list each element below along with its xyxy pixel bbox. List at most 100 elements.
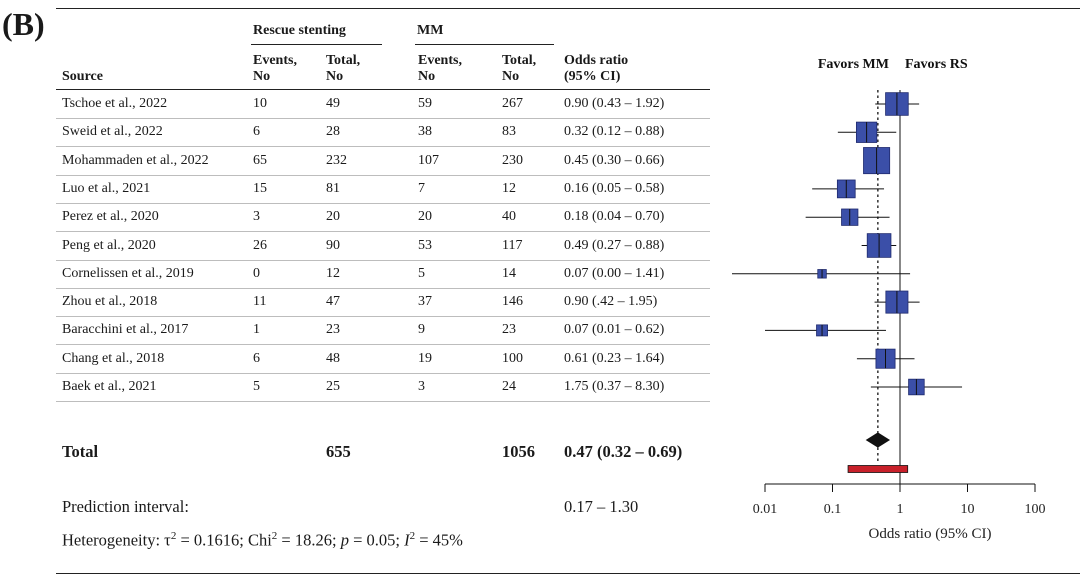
col-header-odds-ratio-line1: Odds ratio: [564, 53, 629, 68]
cell-mm-total: 100: [502, 350, 523, 366]
row-rule: [56, 146, 710, 148]
p-symbol: p: [340, 530, 349, 550]
group-underline-rescue-stenting: [251, 44, 382, 45]
total-odds-ratio: 0.47 (0.32 – 0.69): [564, 442, 683, 461]
cell-mm-total: 230: [502, 152, 523, 168]
cell-odds-ratio: 0.49 (0.27 – 0.88): [564, 237, 665, 253]
row-rule: [56, 401, 710, 402]
cell-mm-events: 19: [418, 350, 432, 366]
x-tick-label: 0.01: [753, 502, 778, 517]
cell-odds-ratio: 0.07 (0.00 – 1.41): [564, 265, 665, 281]
row-rule: [56, 174, 710, 176]
col-header-rs-events: Events, No: [253, 53, 297, 85]
cell-mm-events: 38: [418, 124, 432, 140]
cell-mm-events: 37: [418, 294, 432, 310]
total-label: Total: [62, 442, 99, 461]
cell-source: Perez et al., 2020: [62, 209, 159, 225]
cell-mm-events: 5: [418, 265, 425, 281]
cell-source: Sweid et al., 2022: [62, 124, 163, 140]
cell-odds-ratio: 0.45 (0.30 – 0.66): [564, 152, 665, 168]
col-header-mm-events-line2: No: [418, 69, 436, 84]
cell-mm-total: 83: [502, 124, 516, 140]
cell-rs-events: 11: [253, 294, 267, 310]
cell-rs-events: 3: [253, 209, 260, 225]
cell-mm-total: 14: [502, 265, 516, 281]
cell-source: Tschoe et al., 2022: [62, 96, 168, 111]
cell-odds-ratio: 0.16 (0.05 – 0.58): [564, 180, 665, 196]
prediction-label: Prediction interval:: [62, 497, 189, 516]
cell-rs-events: 5: [253, 379, 260, 394]
row-rule: [56, 344, 710, 346]
chi-sup: 2: [271, 530, 278, 542]
cell-odds-ratio: 0.61 (0.23 – 1.64): [564, 350, 665, 366]
cell-mm-events: 20: [418, 209, 432, 225]
col-header-mm-total: Total, No: [502, 53, 536, 85]
cell-rs-total: 48: [326, 350, 340, 366]
chi-value: = 18.26;: [277, 530, 341, 550]
cell-rs-events: 10: [253, 96, 267, 111]
panel-label: (B): [2, 6, 45, 42]
cell-mm-total: 40: [502, 209, 516, 225]
cell-mm-events: 59: [418, 96, 432, 111]
cell-rs-events: 0: [253, 265, 260, 281]
x-axis-label: Odds ratio (95% CI): [869, 526, 992, 542]
p-value: = 0.05;: [348, 530, 405, 550]
cell-source: Peng et al., 2020: [62, 237, 156, 253]
cell-mm-total: 23: [502, 322, 516, 338]
group-header-rescue-stenting: Rescue stenting: [253, 23, 346, 38]
prediction-interval-bar: [847, 465, 909, 473]
col-header-rs-events-line2: No: [253, 69, 271, 84]
cell-mm-total: 117: [502, 237, 523, 253]
cell-odds-ratio: 0.90 (.42 – 1.95): [564, 294, 658, 310]
cell-source: Chang et al., 2018: [62, 350, 165, 366]
row-rule: [56, 372, 710, 374]
i-symbol: I: [404, 530, 410, 550]
cell-odds-ratio: 0.18 (0.04 – 0.70): [564, 209, 665, 225]
cell-source: Luo et al., 2021: [62, 180, 151, 196]
x-tick-label: 100: [1025, 502, 1046, 517]
cell-mm-total: 12: [502, 180, 516, 196]
cell-mm-events: 107: [418, 152, 439, 168]
favors-mm-label: Favors MM: [818, 57, 889, 72]
cell-rs-events: 6: [253, 124, 260, 140]
cell-rs-events: 6: [253, 350, 260, 366]
cell-rs-total: 20: [326, 209, 340, 225]
cell-mm-total: 24: [502, 379, 516, 394]
heterogeneity-prefix: Heterogeneity:: [62, 530, 165, 550]
col-header-source: Source: [62, 69, 103, 84]
row-rule: [56, 287, 710, 289]
i-sup: 2: [409, 530, 416, 542]
row-rule: [56, 259, 710, 261]
prediction-value: 0.17 – 1.30: [564, 497, 639, 516]
pooled-diamond: [865, 432, 891, 448]
col-header-rs-total-line2: No: [326, 69, 344, 84]
group-underline-mm: [415, 44, 554, 45]
header-rule: [56, 89, 710, 90]
row-rule: [56, 231, 710, 233]
row-rule: [56, 316, 710, 318]
cell-rs-total: 49: [326, 96, 340, 111]
col-header-mm-total-line1: Total,: [502, 53, 537, 68]
top-rule: [56, 8, 1080, 9]
cell-source: Cornelissen et al., 2019: [62, 265, 194, 281]
cell-mm-total: 267: [502, 96, 523, 111]
col-header-rs-events-line1: Events,: [253, 53, 297, 68]
cell-source: Baek et al., 2021: [62, 379, 157, 394]
cell-rs-total: 28: [326, 124, 340, 140]
cell-rs-total: 23: [326, 322, 340, 338]
i-value: = 45%: [415, 530, 463, 550]
col-header-odds-ratio-line2: (95% CI): [564, 69, 621, 84]
cell-rs-total: 12: [326, 265, 340, 281]
total-rs: 655: [326, 442, 351, 461]
bottom-rule: [56, 573, 1080, 574]
col-header-rs-total-line1: Total,: [326, 53, 361, 68]
cell-rs-events: 1: [253, 322, 260, 338]
row-rule: [56, 202, 710, 204]
tau-value: = 0.1616; Chi: [176, 530, 272, 550]
cell-mm-events: 53: [418, 237, 432, 253]
row-rule: [56, 118, 710, 119]
col-header-rs-total: Total, No: [326, 53, 360, 85]
cell-odds-ratio: 1.75 (0.37 – 8.30): [564, 379, 665, 394]
cell-rs-events: 26: [253, 237, 267, 253]
